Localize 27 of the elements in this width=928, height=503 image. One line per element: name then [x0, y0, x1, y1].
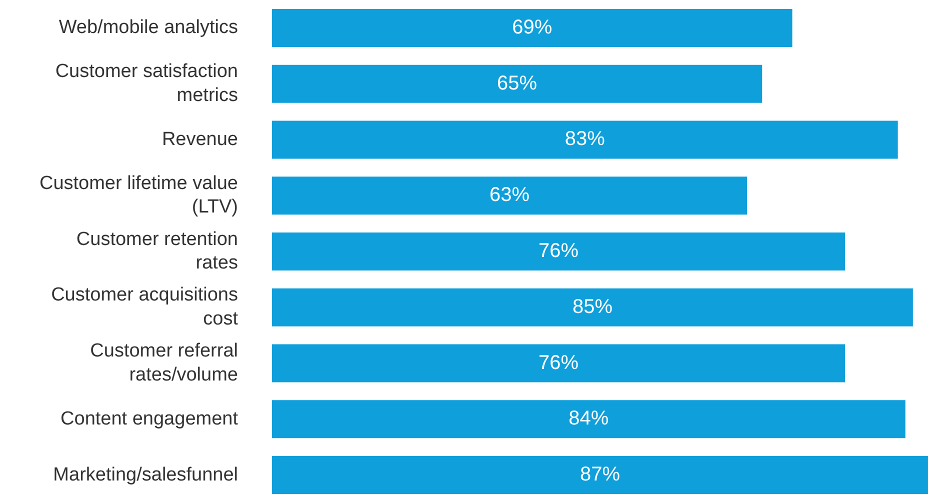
bar: [272, 232, 846, 270]
bar: [272, 400, 906, 438]
data-label: 69%: [512, 16, 552, 38]
bar: [272, 176, 748, 215]
data-label: 84%: [568, 408, 609, 430]
y-tick-label: Customer satisfaction metrics: [55, 61, 238, 106]
data-label: 87%: [580, 464, 620, 486]
data-label: 76%: [538, 240, 579, 262]
y-tick-label: Revenue: [162, 128, 238, 150]
bar: [272, 64, 762, 103]
y-tick-label: Marketing/salesfunnel: [53, 464, 238, 486]
data-label: 76%: [538, 352, 579, 374]
data-label: 83%: [564, 128, 606, 150]
bar: [272, 344, 846, 382]
y-tick-label: Customer lifetime value (LTV): [39, 172, 238, 218]
bar: [272, 456, 928, 494]
data-label: 65%: [497, 72, 538, 94]
y-tick-label: Content engagement: [60, 408, 239, 430]
y-tick-label: Customer retention rates: [76, 228, 238, 274]
data-label: 63%: [490, 184, 530, 206]
bar: [272, 120, 898, 159]
bar: [272, 8, 792, 47]
data-label: 85%: [572, 296, 613, 318]
y-tick-label: Customer acquisitions cost: [51, 284, 239, 330]
y-tick-label: Web/mobile analytics: [58, 17, 238, 38]
y-tick-label: Customer referral rates/volume: [90, 340, 238, 386]
bar: [272, 288, 913, 326]
